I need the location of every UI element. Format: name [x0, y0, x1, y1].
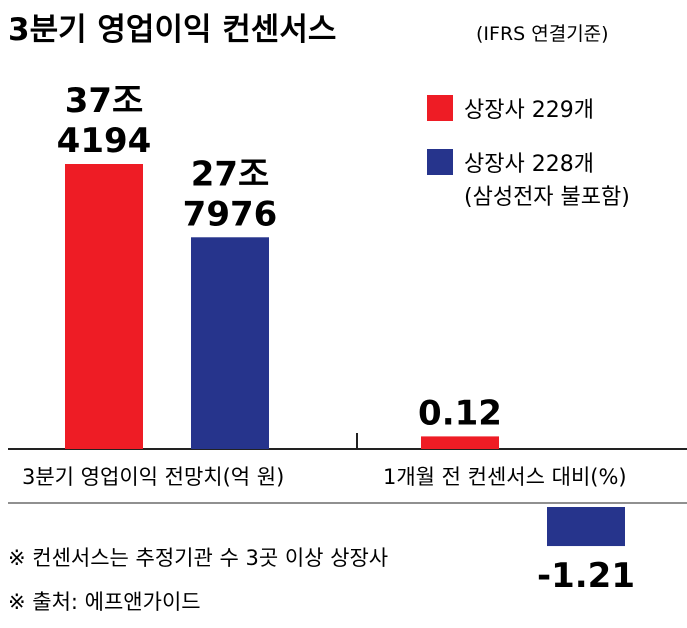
data-label-forecast-228-line2: 7976: [183, 194, 278, 234]
data-label-change-229: 0.12: [418, 393, 502, 433]
bar-change-228: [547, 507, 625, 547]
bar-forecast-228: [191, 237, 269, 449]
footnote-consensus: ※ 컨센서스는 추정기관 수 3곳 이상 상장사: [8, 546, 388, 570]
category-label-forecast: 3분기 영업이익 전망치(억 원): [22, 465, 284, 489]
bar-forecast-229: [65, 164, 143, 449]
data-label-change-228: -1.21: [537, 556, 635, 596]
legend-label-228: 상장사 228개: [464, 152, 594, 177]
legend-swatch-228: [427, 149, 453, 175]
bar-change-229: [421, 436, 499, 449]
legend-sublabel-228: (삼성전자 불포함): [464, 185, 630, 210]
legend: 상장사 229개 상장사 228개 (삼성전자 불포함): [427, 95, 630, 210]
chart-subtitle: (IFRS 연결기준): [476, 23, 609, 45]
data-label-forecast-229-line1: 37조: [65, 81, 144, 121]
legend-label-229: 상장사 229개: [464, 98, 594, 123]
footnote-source: ※ 출처: 에프앤가이드: [8, 590, 201, 614]
chart-title: 3분기 영업이익 컨센서스: [8, 12, 336, 48]
category-label-change: 1개월 전 컨센서스 대비(%): [383, 465, 627, 489]
data-label-forecast-228-line1: 27조: [191, 154, 270, 194]
data-label-forecast-229-line2: 4194: [57, 121, 152, 161]
legend-swatch-229: [427, 95, 453, 121]
